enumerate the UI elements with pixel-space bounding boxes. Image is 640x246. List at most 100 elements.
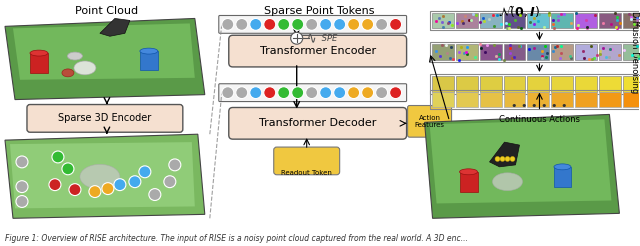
Bar (575, 13, 597, 28)
Circle shape (362, 18, 374, 30)
Bar (575, 44, 597, 60)
Text: Continuous Actions: Continuous Actions (499, 115, 580, 124)
FancyBboxPatch shape (27, 105, 183, 132)
Bar (623, 13, 640, 28)
FancyBboxPatch shape (228, 108, 406, 139)
Circle shape (16, 196, 28, 207)
Polygon shape (13, 23, 195, 80)
Bar (527, 76, 550, 92)
Circle shape (250, 18, 262, 30)
Bar (623, 76, 640, 92)
Text: • • • • • •: • • • • • • (511, 101, 568, 110)
Bar (479, 44, 502, 60)
Polygon shape (10, 142, 195, 208)
Circle shape (320, 18, 332, 30)
Ellipse shape (30, 50, 48, 56)
Bar (552, 13, 573, 28)
Circle shape (52, 151, 64, 163)
Circle shape (222, 87, 234, 99)
Circle shape (500, 156, 505, 161)
FancyBboxPatch shape (219, 84, 406, 102)
Bar (575, 92, 597, 108)
FancyBboxPatch shape (408, 106, 452, 137)
Bar (456, 76, 477, 92)
Circle shape (264, 18, 276, 30)
Bar (600, 13, 621, 28)
Circle shape (306, 87, 317, 99)
Circle shape (510, 156, 515, 161)
Circle shape (348, 87, 360, 99)
Polygon shape (424, 114, 620, 218)
Ellipse shape (62, 69, 74, 77)
Circle shape (278, 18, 290, 30)
Circle shape (102, 183, 114, 195)
Text: Transformer Decoder: Transformer Decoder (259, 118, 376, 128)
Circle shape (139, 166, 151, 178)
Text: Figure 1: Overview of RISE architecture. The input of RISE is a noisy point clou: Figure 1: Overview of RISE architecture.… (5, 234, 468, 243)
Circle shape (320, 87, 332, 99)
Bar (431, 13, 454, 28)
Text: Action
Features: Action Features (415, 115, 445, 128)
Polygon shape (5, 134, 205, 218)
Circle shape (49, 179, 61, 191)
Bar (431, 92, 454, 108)
Circle shape (292, 87, 304, 99)
Ellipse shape (554, 164, 571, 170)
Text: Sparse Point Tokens: Sparse Point Tokens (264, 6, 375, 15)
Circle shape (264, 87, 276, 99)
Bar (479, 76, 502, 92)
Bar (431, 44, 454, 60)
Polygon shape (554, 167, 572, 187)
Circle shape (306, 18, 317, 30)
Circle shape (278, 87, 290, 99)
Circle shape (169, 159, 181, 171)
Polygon shape (429, 119, 611, 203)
Bar (623, 92, 640, 108)
Bar (552, 76, 573, 92)
Bar (623, 44, 640, 60)
Circle shape (236, 18, 248, 30)
Circle shape (348, 18, 360, 30)
Bar (504, 76, 525, 92)
Ellipse shape (140, 48, 158, 54)
Text: SPE: SPE (319, 34, 337, 43)
FancyBboxPatch shape (219, 15, 406, 33)
Circle shape (164, 176, 176, 188)
Bar (600, 76, 621, 92)
Circle shape (390, 18, 402, 30)
Bar (552, 92, 573, 108)
Circle shape (62, 163, 74, 175)
Bar (456, 13, 477, 28)
Circle shape (89, 186, 101, 198)
Circle shape (16, 181, 28, 193)
Text: Sparse 3D Encoder: Sparse 3D Encoder (58, 113, 152, 123)
Polygon shape (490, 142, 520, 167)
Bar (575, 76, 597, 92)
Circle shape (376, 18, 388, 30)
Circle shape (129, 176, 141, 188)
FancyBboxPatch shape (274, 147, 340, 175)
Bar (479, 92, 502, 108)
Circle shape (236, 87, 248, 99)
Circle shape (376, 87, 388, 99)
Bar (527, 44, 550, 60)
Ellipse shape (67, 52, 83, 60)
Polygon shape (30, 53, 48, 73)
Text: Point Cloud: Point Cloud (76, 6, 138, 15)
Polygon shape (5, 18, 205, 100)
Bar (504, 13, 525, 28)
Bar (456, 92, 477, 108)
Bar (600, 92, 621, 108)
Circle shape (292, 18, 304, 30)
Ellipse shape (80, 164, 120, 189)
Bar (600, 44, 621, 60)
Bar (504, 92, 525, 108)
Ellipse shape (460, 169, 477, 175)
Circle shape (149, 189, 161, 200)
Polygon shape (140, 51, 158, 70)
Ellipse shape (74, 61, 96, 75)
Circle shape (362, 87, 374, 99)
Circle shape (250, 87, 262, 99)
Polygon shape (460, 172, 477, 192)
Polygon shape (100, 18, 130, 36)
